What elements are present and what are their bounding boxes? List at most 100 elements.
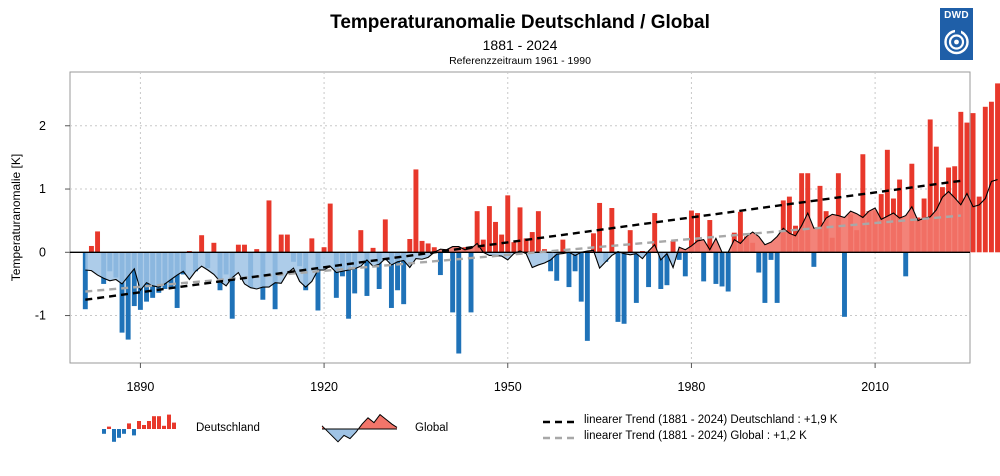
bar-deutschland-2027 xyxy=(976,196,982,253)
bar-deutschland-1933 xyxy=(401,252,407,305)
bar-deutschland-1922 xyxy=(333,252,339,298)
legend-germany-bar xyxy=(102,429,106,434)
bar-deutschland-1976 xyxy=(664,252,670,286)
bar-deutschland-2029 xyxy=(988,101,994,253)
bar-deutschland-2026 xyxy=(970,113,976,253)
bar-deutschland-1889 xyxy=(131,252,137,307)
bar-deutschland-1939 xyxy=(437,252,443,276)
bar-deutschland-1991 xyxy=(756,252,762,273)
legend-germany-label: Deutschland xyxy=(196,422,260,434)
bar-deutschland-1978 xyxy=(676,252,682,260)
bar-deutschland-1905 xyxy=(229,252,235,319)
bar-deutschland-1963 xyxy=(584,252,590,341)
bar-deutschland-1944 xyxy=(468,252,474,313)
reference-period: Referenzzeitraum 1961 - 1990 xyxy=(449,55,591,67)
legend-germany-bar xyxy=(117,429,121,438)
bar-deutschland-2014 xyxy=(897,179,903,253)
bar-deutschland-1965 xyxy=(597,202,603,253)
bar-deutschland-1986 xyxy=(725,252,731,292)
bar-deutschland-1998 xyxy=(799,173,805,253)
bar-deutschland-1945 xyxy=(474,211,480,253)
bar-deutschland-1932 xyxy=(395,252,401,291)
bar-deutschland-1971 xyxy=(633,252,639,303)
legend-germany-bar xyxy=(112,429,116,442)
x-tick-label: 1920 xyxy=(310,380,338,394)
bar-deutschland-1979 xyxy=(682,252,688,277)
bar-deutschland-1924 xyxy=(346,252,352,319)
bar-deutschland-1960 xyxy=(566,252,572,288)
bar-deutschland-1938 xyxy=(431,247,437,253)
legend-germany-bar xyxy=(152,416,156,429)
bar-deutschland-2004 xyxy=(835,173,841,253)
bar-deutschland-1914 xyxy=(284,234,290,253)
bar-deutschland-1981 xyxy=(695,213,701,253)
bar-deutschland-1996 xyxy=(786,196,792,253)
bar-deutschland-1969 xyxy=(621,252,627,324)
bar-deutschland-1968 xyxy=(615,252,621,322)
bar-deutschland-2005 xyxy=(842,252,847,317)
bar-deutschland-1882 xyxy=(88,245,94,253)
bar-deutschland-1985 xyxy=(719,252,725,287)
y-axis-label: Temperaturanomalie [K] xyxy=(9,154,23,281)
bar-deutschland-1934 xyxy=(407,239,413,253)
bar-deutschland-1896 xyxy=(174,252,180,308)
legend-germany-bar xyxy=(162,425,166,429)
bar-deutschland-1964 xyxy=(591,233,596,253)
legend-trend-germany-label: linearer Trend (1881 - 2024) Deutschland… xyxy=(584,414,838,426)
bar-deutschland-2001 xyxy=(817,185,823,253)
bar-deutschland-2028 xyxy=(982,106,988,253)
bar-deutschland-1907 xyxy=(242,244,247,253)
global-line xyxy=(85,179,998,292)
bar-deutschland-1977 xyxy=(670,240,676,253)
bar-deutschland-1961 xyxy=(572,252,578,272)
bar-deutschland-1970 xyxy=(627,230,633,253)
bar-deutschland-1906 xyxy=(235,244,241,253)
bar-deutschland-2025 xyxy=(964,122,970,253)
bar-deutschland-2030 xyxy=(995,83,1000,253)
bar-deutschland-1926 xyxy=(358,230,364,253)
bar-deutschland-1974 xyxy=(652,213,658,253)
bar-deutschland-1950 xyxy=(505,195,511,253)
bar-deutschland-1925 xyxy=(352,252,358,294)
legend-global-area-positive xyxy=(322,414,397,429)
bar-deutschland-1993 xyxy=(768,252,774,260)
spiral-icon xyxy=(944,29,969,55)
bar-deutschland-1994 xyxy=(774,252,780,303)
dwd-logo: DWD xyxy=(940,8,973,60)
dwd-logo-text: DWD xyxy=(944,10,969,21)
bar-deutschland-1992 xyxy=(762,252,768,303)
y-tick-label: 0 xyxy=(39,245,46,259)
bar-deutschland-1959 xyxy=(560,239,566,253)
legend-germany-bar xyxy=(127,423,131,429)
bar-deutschland-1988 xyxy=(737,211,743,253)
x-tick-label: 2010 xyxy=(861,380,889,394)
legend-global-line xyxy=(321,413,398,443)
bar-deutschland-2020 xyxy=(933,146,939,253)
bar-deutschland-1958 xyxy=(554,252,560,281)
bar-deutschland-1951 xyxy=(511,242,517,253)
bar-deutschland-1909 xyxy=(254,249,260,253)
bar-deutschland-1942 xyxy=(456,252,462,354)
bar-deutschland-1980 xyxy=(688,210,694,253)
bar-deutschland-2012 xyxy=(884,149,890,253)
bar-deutschland-1883 xyxy=(95,231,101,253)
x-tick-label: 1950 xyxy=(494,380,522,394)
bar-deutschland-1930 xyxy=(382,219,388,253)
bar-deutschland-1957 xyxy=(548,252,554,272)
bar-deutschland-1929 xyxy=(376,252,382,289)
trend-line-deutschland xyxy=(85,179,961,301)
bar-deutschland-1918 xyxy=(309,238,315,253)
chart-title: Temperaturanomalie Deutschland / Global xyxy=(330,12,710,33)
bar-deutschland-2015 xyxy=(903,252,909,277)
x-tick-label: 1980 xyxy=(678,380,706,394)
chart-subtitle: 1881 - 2024 xyxy=(482,37,558,53)
legend-germany-bar xyxy=(157,416,161,429)
bar-deutschland-1941 xyxy=(450,252,456,313)
bar-deutschland-1955 xyxy=(535,211,541,253)
legend-germany-bar xyxy=(142,425,146,429)
x-tick-label: 1890 xyxy=(127,380,155,394)
bar-deutschland-1936 xyxy=(419,240,425,253)
bar-deutschland-2000 xyxy=(811,252,817,267)
global-area-negative xyxy=(85,252,678,291)
